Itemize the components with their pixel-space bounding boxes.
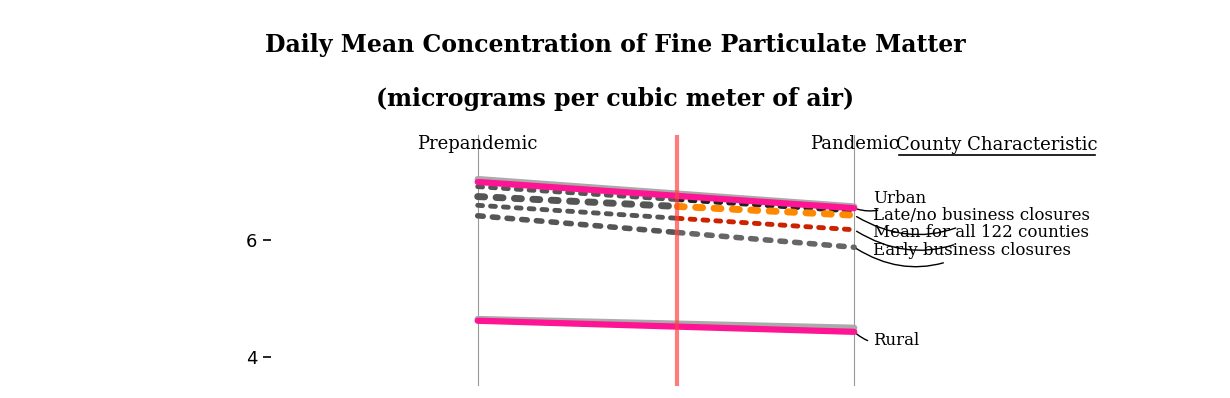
Text: County Characteristic: County Characteristic — [897, 136, 1098, 154]
Text: (micrograms per cubic meter of air): (micrograms per cubic meter of air) — [376, 87, 854, 111]
Text: Mean for all 122 counties: Mean for all 122 counties — [856, 224, 1089, 250]
Text: Pandemic: Pandemic — [809, 135, 899, 153]
Text: Rural: Rural — [856, 332, 919, 349]
Text: Urban: Urban — [857, 190, 926, 211]
Text: Early business closures: Early business closures — [856, 242, 1071, 267]
Text: Daily Mean Concentration of Fine Particulate Matter: Daily Mean Concentration of Fine Particu… — [264, 33, 966, 57]
Text: Prepandemic: Prepandemic — [417, 135, 538, 153]
Text: Late/no business closures: Late/no business closures — [856, 207, 1090, 234]
